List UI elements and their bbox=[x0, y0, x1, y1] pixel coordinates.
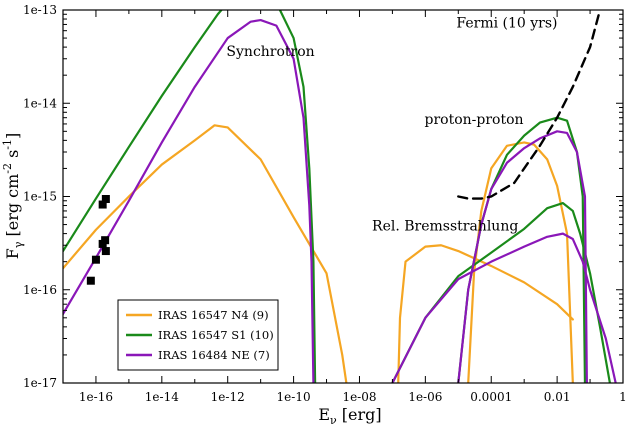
x-axis-title: Eν [erg] bbox=[318, 405, 381, 427]
y-axis-title-close: ] bbox=[3, 133, 22, 139]
data-point-marker bbox=[86, 276, 95, 285]
series-line-iras-16547-n4-9-2 bbox=[397, 244, 574, 383]
series-line-iras-16547-s1-10-2 bbox=[391, 201, 611, 383]
x-tick-label: 1e-06 bbox=[408, 390, 442, 404]
series-line-iras-16547-s1-10-1 bbox=[63, 10, 317, 383]
y-tick-label: 1e-14 bbox=[23, 96, 57, 110]
data-point-marker bbox=[101, 247, 110, 256]
y-axis-title-s: s bbox=[3, 150, 22, 163]
x-axis-title-main: E bbox=[318, 405, 330, 424]
data-point-marker bbox=[98, 200, 107, 209]
y-axis-title-main: F bbox=[3, 248, 22, 259]
y-axis-title: Fγ [erg cm-2 s-1] bbox=[1, 133, 25, 260]
data-point-layer bbox=[86, 195, 110, 285]
x-tick-label: 1e-14 bbox=[145, 390, 179, 404]
annotation-label: Synchrotron bbox=[226, 44, 314, 60]
annotation-label: Fermi (10 yrs) bbox=[456, 15, 557, 31]
annotation-label: proton-proton bbox=[424, 112, 523, 128]
data-point-marker bbox=[91, 255, 100, 264]
x-tick-label: 1e-12 bbox=[211, 390, 245, 404]
series-line-iras-16484-ne-7-1 bbox=[63, 18, 315, 383]
series-line-iras-16484-ne-7-2 bbox=[391, 232, 617, 383]
y-tick-label: 1e-17 bbox=[23, 376, 57, 390]
series-line-fermi-10-yrs-1 bbox=[457, 10, 602, 200]
legend-label: IRAS 16547 N4 (9) bbox=[158, 308, 269, 322]
x-tick-label: 0.0001 bbox=[470, 390, 512, 404]
x-axis-title-sub: ν bbox=[330, 414, 337, 427]
data-point-marker bbox=[101, 236, 110, 245]
annotation-label: Rel. Bremsstrahlung bbox=[372, 219, 518, 235]
y-axis-title-exp1: -2 bbox=[1, 163, 14, 174]
y-axis-title-exp2: -1 bbox=[1, 139, 14, 150]
y-tick-label: 1e-16 bbox=[23, 283, 57, 297]
y-tick-label: 1e-13 bbox=[23, 3, 57, 17]
x-axis-title-unit: [erg] bbox=[337, 405, 382, 424]
data-point-marker bbox=[101, 195, 110, 204]
series-line-iras-16484-ne-7-3 bbox=[457, 130, 588, 383]
plot-series-layer bbox=[63, 10, 617, 383]
y-tick-label: 1e-15 bbox=[23, 190, 57, 204]
y-axis-title-unit: [erg cm bbox=[3, 174, 22, 242]
x-axis: 1e-16 1e-14 1e-12 1e-10 1e-08 1e-06 0.0001 0.01… bbox=[62, 10, 627, 404]
annotation-layer: Synchrotron Fermi (10 yrs) proton-proton Re… bbox=[226, 15, 557, 234]
y-axis-title-sub: γ bbox=[12, 241, 25, 248]
legend-label: IRAS 16484 NE (7) bbox=[158, 348, 270, 362]
legend-label: IRAS 16547 S1 (10) bbox=[158, 328, 274, 342]
x-tick-label: 0.01 bbox=[544, 390, 571, 404]
x-tick-label: 1 bbox=[619, 390, 627, 404]
x-tick-label: 1e-16 bbox=[79, 390, 113, 404]
y-axis: 1e-17 1e-16 1e-15 1e-14 1e-13 bbox=[23, 3, 623, 390]
x-tick-label: 1e-10 bbox=[277, 390, 311, 404]
series-line-iras-16547-n4-9-1 bbox=[63, 124, 348, 383]
legend-box bbox=[117, 299, 279, 371]
legend: IRAS 16547 N4 (9) IRAS 16547 S1 (10) IRAS … bbox=[117, 299, 279, 371]
x-tick-label: 1e-08 bbox=[342, 390, 376, 404]
